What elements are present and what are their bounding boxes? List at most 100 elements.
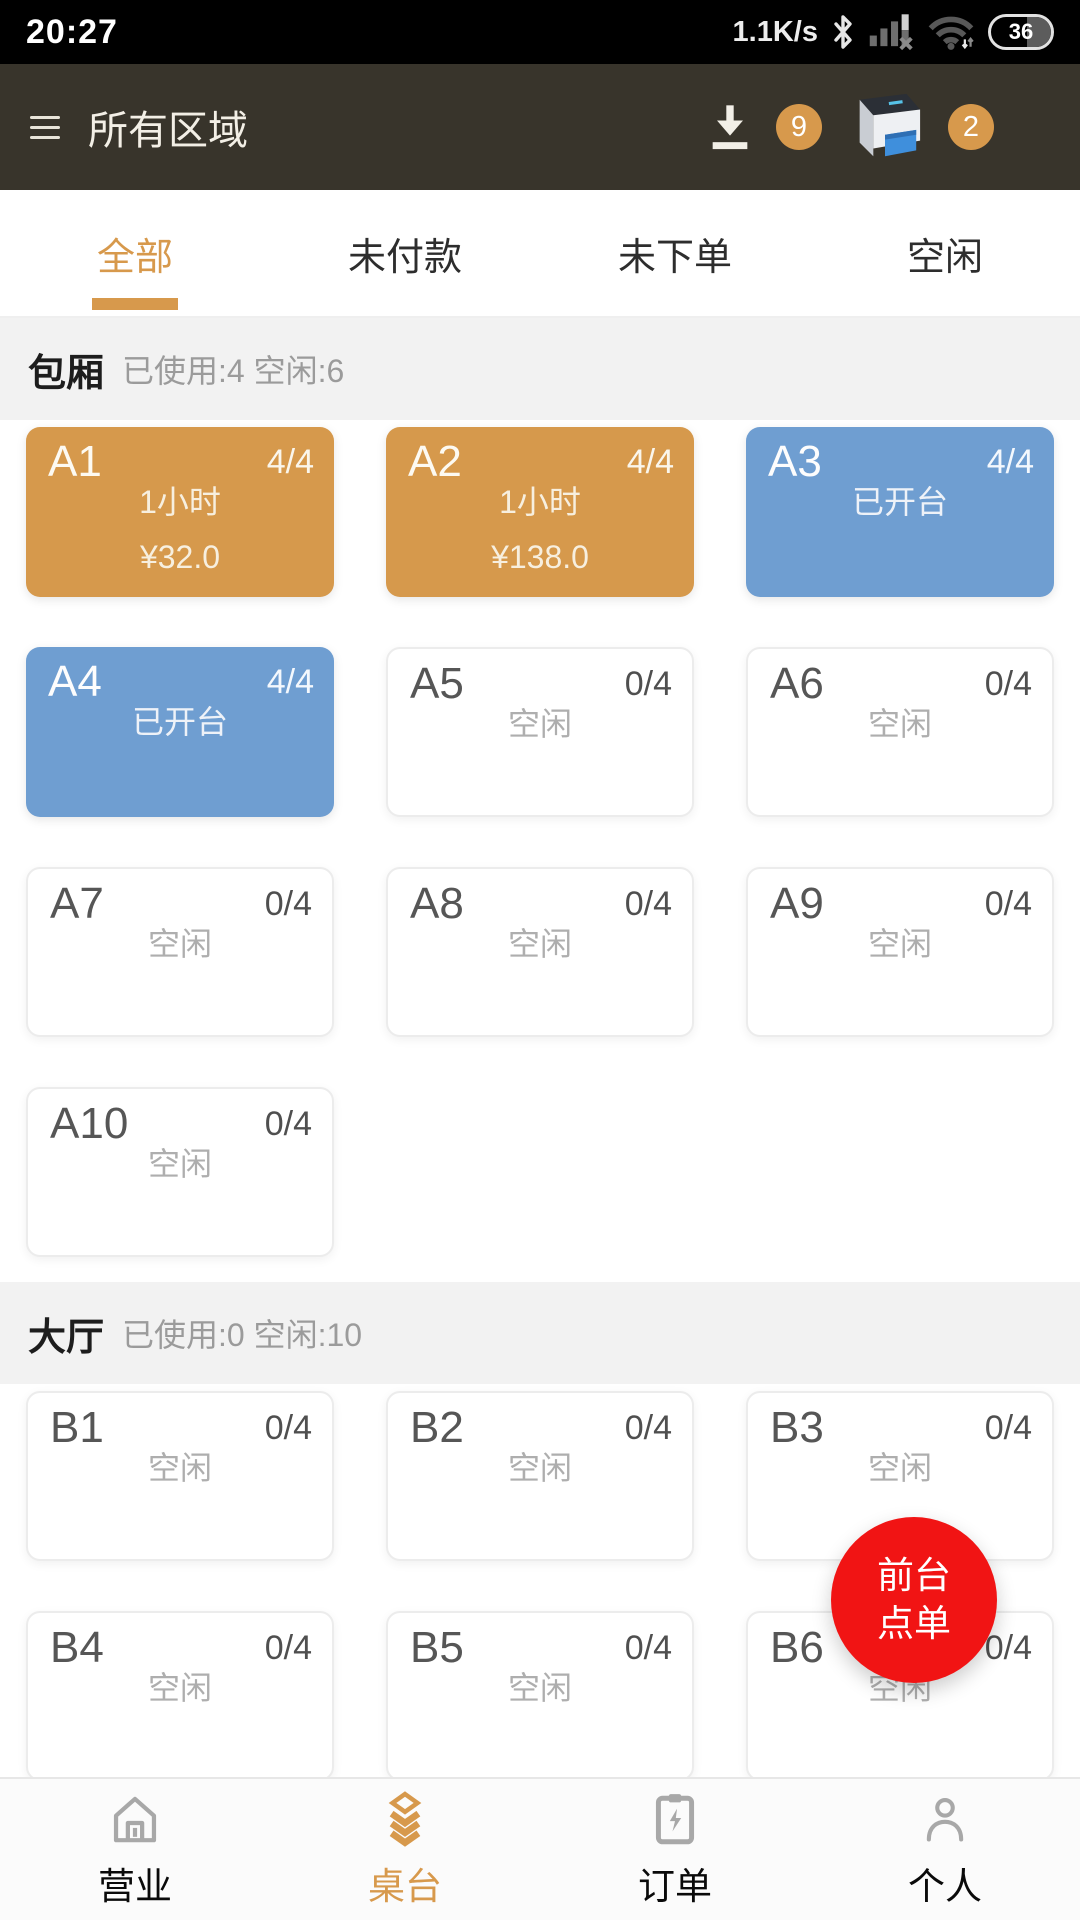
tab-idle[interactable]: 空闲 bbox=[906, 236, 983, 279]
table-status-lines: 空闲 bbox=[748, 1449, 1052, 1487]
status-bar: 20:27 1.1K/s bbox=[0, 0, 1080, 64]
table-status-lines: 空闲 bbox=[388, 925, 692, 963]
tables-icon bbox=[376, 1790, 434, 1848]
nav-item-orders[interactable]: 订单 bbox=[540, 1779, 810, 1920]
table-name: B4 bbox=[50, 1623, 104, 1672]
table-status-line: 1小时 bbox=[499, 484, 581, 520]
wifi-icon bbox=[927, 12, 975, 52]
tab-all[interactable]: 全部 bbox=[0, 190, 270, 316]
table-status-line: 空闲 bbox=[147, 1670, 212, 1706]
table-status-line: 已开台 bbox=[851, 484, 948, 520]
table-card-top: B1 0/4 bbox=[28, 1393, 332, 1453]
nav-label-business: 营业 bbox=[98, 1865, 172, 1907]
nav-item-profile[interactable]: 个人 bbox=[810, 1779, 1080, 1920]
download-icon[interactable] bbox=[704, 98, 756, 156]
table-card-a2[interactable]: A2 4/4 1小时 ¥138.0 bbox=[386, 427, 694, 597]
section-name: 包厢 bbox=[28, 352, 105, 395]
table-card-a3[interactable]: A3 4/4 已开台 bbox=[746, 427, 1054, 597]
section-name: 大厅 bbox=[28, 1316, 105, 1359]
table-status-line: 空闲 bbox=[507, 926, 572, 962]
nav-item-tables[interactable]: 桌台 bbox=[270, 1779, 540, 1920]
table-card-a5[interactable]: A5 0/4 空闲 bbox=[386, 647, 694, 817]
table-card-b4[interactable]: B4 0/4 空闲 bbox=[26, 1611, 334, 1781]
section-stats: 已使用:4 空闲:6 bbox=[122, 353, 345, 389]
table-name: B3 bbox=[770, 1403, 824, 1452]
table-capacity: 0/4 bbox=[264, 1409, 312, 1447]
table-card-top: B3 0/4 bbox=[748, 1393, 1052, 1453]
nav-item-business[interactable]: 营业 bbox=[0, 1779, 270, 1920]
table-card-top: A10 0/4 bbox=[28, 1089, 332, 1149]
table-status-lines: 空闲 bbox=[28, 1449, 332, 1487]
home-icon bbox=[106, 1790, 164, 1848]
table-name: A3 bbox=[768, 437, 822, 486]
table-card-b1[interactable]: B1 0/4 空闲 bbox=[26, 1391, 334, 1561]
table-name: A4 bbox=[48, 657, 102, 706]
table-card-a6[interactable]: A6 0/4 空闲 bbox=[746, 647, 1054, 817]
table-status-line: 空闲 bbox=[147, 926, 212, 962]
nav-label-tables: 桌台 bbox=[368, 1865, 442, 1907]
table-status-lines: 1小时 ¥138.0 bbox=[386, 483, 694, 576]
table-status-lines: 已开台 bbox=[746, 483, 1054, 521]
clock: 20:27 bbox=[26, 12, 118, 51]
bottom-nav: 营业 桌台 订单 个人 bbox=[0, 1777, 1080, 1920]
table-status-line: 空闲 bbox=[507, 706, 572, 742]
table-status-lines: 空闲 bbox=[28, 1145, 332, 1183]
table-section: 包厢 已使用:4 空闲:6 A1 4/4 1小时 ¥32.0 A2 4/4 1小时… bbox=[0, 318, 1080, 1282]
battery-icon: 36 bbox=[988, 14, 1054, 50]
table-card-b2[interactable]: B2 0/4 空闲 bbox=[386, 1391, 694, 1561]
table-card-top: A9 0/4 bbox=[748, 869, 1052, 929]
tab-not-ordered[interactable]: 未下单 bbox=[617, 236, 732, 279]
table-card-b5[interactable]: B5 0/4 空闲 bbox=[386, 1611, 694, 1781]
table-capacity: 0/4 bbox=[624, 1409, 672, 1447]
table-status-line: 1小时 bbox=[139, 484, 221, 520]
section-header: 包厢 已使用:4 空闲:6 bbox=[0, 318, 1080, 420]
signal-icon bbox=[868, 12, 914, 52]
orders-icon bbox=[648, 1790, 702, 1848]
table-capacity: 0/4 bbox=[264, 885, 312, 923]
table-name: A6 bbox=[770, 659, 824, 708]
table-capacity: 0/4 bbox=[624, 885, 672, 923]
nav-label-orders: 订单 bbox=[638, 1865, 712, 1907]
table-status-lines: 空闲 bbox=[388, 1449, 692, 1487]
table-card-a10[interactable]: A10 0/4 空闲 bbox=[26, 1087, 334, 1257]
fab-label-line1: 前台 bbox=[877, 1555, 951, 1596]
table-status-lines: 空闲 bbox=[28, 1669, 332, 1707]
printer-icon[interactable] bbox=[842, 88, 928, 166]
status-icons: 1.1K/s bbox=[733, 12, 1054, 52]
section-header: 大厅 已使用:0 空闲:10 bbox=[0, 1282, 1080, 1384]
table-status-line: 空闲 bbox=[867, 706, 932, 742]
table-status-lines: 已开台 bbox=[26, 703, 334, 741]
tab-unpaid[interactable]: 未付款 bbox=[347, 236, 462, 279]
table-card-a7[interactable]: A7 0/4 空闲 bbox=[26, 867, 334, 1037]
table-status-lines: 1小时 ¥32.0 bbox=[26, 483, 334, 576]
network-speed: 1.1K/s bbox=[732, 15, 818, 48]
table-status-lines: 空闲 bbox=[748, 705, 1052, 743]
table-card-top: A8 0/4 bbox=[388, 869, 692, 929]
table-card-top: B2 0/4 bbox=[388, 1393, 692, 1453]
table-card-top: B4 0/4 bbox=[28, 1613, 332, 1673]
table-card-a1[interactable]: A1 4/4 1小时 ¥32.0 bbox=[26, 427, 334, 597]
table-capacity: 0/4 bbox=[984, 1409, 1032, 1447]
table-capacity: 0/4 bbox=[264, 1629, 312, 1667]
table-name: A1 bbox=[48, 437, 102, 486]
table-card-top: A4 4/4 bbox=[26, 647, 334, 707]
table-capacity: 4/4 bbox=[986, 443, 1034, 481]
table-card-a4[interactable]: A4 4/4 已开台 bbox=[26, 647, 334, 817]
app-header: 所有区域 9 2 bbox=[0, 64, 1080, 190]
table-name: A8 bbox=[410, 879, 464, 928]
table-capacity: 0/4 bbox=[984, 665, 1032, 703]
table-card-a9[interactable]: A9 0/4 空闲 bbox=[746, 867, 1054, 1037]
download-badge: 9 bbox=[776, 104, 822, 150]
table-name: A2 bbox=[408, 437, 462, 486]
table-grid: B1 0/4 空闲 B2 0/4 空闲 B3 0/4 空闲 B4 0/4 空闲 … bbox=[0, 1384, 1080, 1806]
table-status-line: 空闲 bbox=[867, 926, 932, 962]
fab-label-line2: 点单 bbox=[877, 1603, 951, 1644]
front-desk-order-fab[interactable]: 前台 点单 bbox=[831, 1517, 997, 1683]
table-capacity: 0/4 bbox=[624, 1629, 672, 1667]
table-capacity: 4/4 bbox=[266, 663, 314, 701]
table-card-a8[interactable]: A8 0/4 空闲 bbox=[386, 867, 694, 1037]
table-card-top: A5 0/4 bbox=[388, 649, 692, 709]
nav-label-profile: 个人 bbox=[908, 1865, 982, 1907]
menu-icon[interactable] bbox=[30, 115, 60, 139]
table-name: B1 bbox=[50, 1403, 104, 1452]
